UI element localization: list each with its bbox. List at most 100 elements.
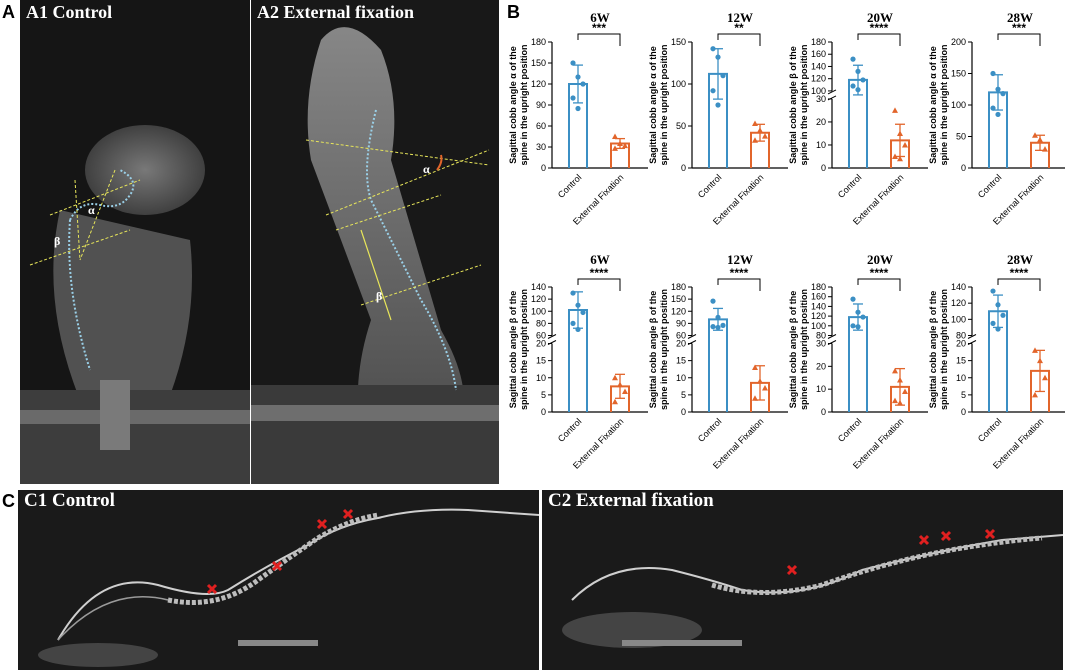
bar-control — [848, 316, 868, 412]
data-point — [995, 326, 1001, 332]
y-tick-label: 160 — [811, 292, 826, 302]
ct-control-image — [38, 508, 539, 667]
y-tick-label: 180 — [811, 37, 826, 47]
axis-break-mark — [967, 334, 977, 339]
ct-fixation-image — [562, 528, 1063, 648]
a2-label: A2 External fixation — [257, 2, 414, 22]
y-tick-label: 50 — [676, 121, 686, 131]
data-point — [1032, 132, 1038, 138]
y-tick-label: 0 — [821, 163, 826, 173]
data-point — [752, 364, 758, 370]
y-tick-label: 180 — [811, 282, 826, 292]
chart-title: 12W — [727, 252, 753, 267]
panel-letter-b: B — [507, 2, 520, 22]
significance-bracket — [857, 278, 901, 291]
data-point — [850, 56, 856, 62]
y-tick-label: 60 — [676, 331, 686, 341]
data-point — [902, 388, 908, 394]
y-tick-label: 120 — [671, 306, 686, 316]
data-point — [990, 288, 996, 294]
data-point — [855, 324, 861, 330]
panel-letter-a: A — [2, 2, 15, 22]
data-point — [570, 60, 576, 66]
y-tick-label: 20 — [816, 117, 826, 127]
y-tick-label: 120 — [531, 79, 546, 89]
data-point — [715, 324, 721, 331]
data-point — [1042, 374, 1048, 381]
y-tick-label: 100 — [811, 86, 826, 96]
y-tick-label: 80 — [956, 331, 966, 341]
y-tick-label: 5 — [681, 390, 686, 400]
data-point — [762, 133, 768, 139]
data-point — [860, 314, 866, 320]
data-point — [622, 142, 628, 149]
y-tick-label: 5 — [961, 390, 966, 400]
y-tick-label: 90 — [536, 100, 546, 110]
y-axis-label: Sagittal cobb angle β of thespine in the… — [928, 289, 949, 410]
y-tick-label: 150 — [671, 37, 686, 47]
y-tick-label: 10 — [816, 384, 826, 394]
data-point — [752, 120, 758, 126]
y-tick-label: 160 — [811, 49, 826, 59]
chart-beta-12w: 12W Sagittal cobb angle β of thespine in … — [644, 242, 788, 487]
axis-break-mark — [547, 334, 557, 339]
y-tick-label: 0 — [541, 407, 546, 417]
data-point — [715, 54, 721, 60]
data-point — [575, 74, 581, 80]
data-point — [995, 302, 1001, 308]
y-tick-label: 10 — [676, 373, 686, 383]
y-tick-label: 5 — [541, 390, 546, 400]
y-tick-label: 0 — [541, 163, 546, 173]
x-tick-label: Control — [556, 172, 584, 200]
y-tick-label: 100 — [951, 314, 966, 324]
data-point — [575, 326, 581, 333]
a1-label: A1 Control — [26, 2, 113, 22]
y-tick-label: 150 — [671, 294, 686, 304]
y-tick-label: 140 — [951, 282, 966, 292]
y-tick-label: 140 — [531, 282, 546, 292]
y-tick-label: 0 — [821, 407, 826, 417]
y-tick-label: 60 — [536, 331, 546, 341]
data-point — [850, 296, 856, 302]
data-point — [990, 320, 996, 326]
y-tick-label: 20 — [956, 339, 966, 349]
x-tick-label: Control — [836, 172, 864, 200]
chart-title: 28W — [1007, 252, 1033, 267]
y-tick-label: 30 — [536, 142, 546, 152]
data-point — [752, 395, 758, 401]
data-point — [897, 377, 903, 383]
y-tick-label: 100 — [811, 321, 826, 331]
data-point — [892, 153, 898, 159]
y-axis-label: Sagittal cobb angle α of thespine in the… — [508, 45, 529, 166]
chart-title: 28W — [1007, 10, 1033, 25]
y-tick-label: 100 — [951, 100, 966, 110]
chart-alpha-12w: 12W Sagittal cobb angle α of thespine in … — [644, 0, 788, 240]
data-point — [757, 127, 763, 133]
xray-fixation-image: α β — [251, 27, 499, 484]
x-tick-label: Control — [836, 416, 864, 444]
chart-svg: 28W Sagittal cobb angle α of thespine in … — [928, 10, 1065, 227]
data-point — [855, 309, 861, 315]
significance-label: **** — [1010, 266, 1029, 280]
data-point — [897, 399, 903, 406]
y-tick-label: 120 — [531, 294, 546, 304]
bar-control — [708, 318, 728, 412]
data-point — [1037, 136, 1043, 143]
chart-svg: 12W Sagittal cobb angle α of thespine in … — [648, 10, 788, 227]
beta-label-control: β — [54, 234, 60, 248]
data-point — [617, 140, 623, 146]
chart-svg: 20W Sagittal cobb angle β of thespine in … — [788, 252, 928, 471]
xray-external-fixation: α β A2 External fixation — [251, 0, 499, 484]
x-tick-label: Control — [976, 172, 1004, 200]
chart-svg: 12W Sagittal cobb angle β of thespine in … — [648, 252, 788, 471]
data-point — [1037, 357, 1043, 364]
data-point — [1000, 312, 1006, 318]
data-point — [612, 398, 618, 405]
data-point — [902, 141, 908, 148]
chart-title: 6W — [590, 10, 610, 25]
chart-alpha-6w: 6W Sagittal cobb angle α of thespine in t… — [504, 0, 648, 240]
data-point — [570, 95, 576, 101]
y-tick-label: 180 — [671, 282, 686, 292]
y-tick-label: 20 — [536, 339, 546, 349]
data-point — [710, 298, 716, 304]
